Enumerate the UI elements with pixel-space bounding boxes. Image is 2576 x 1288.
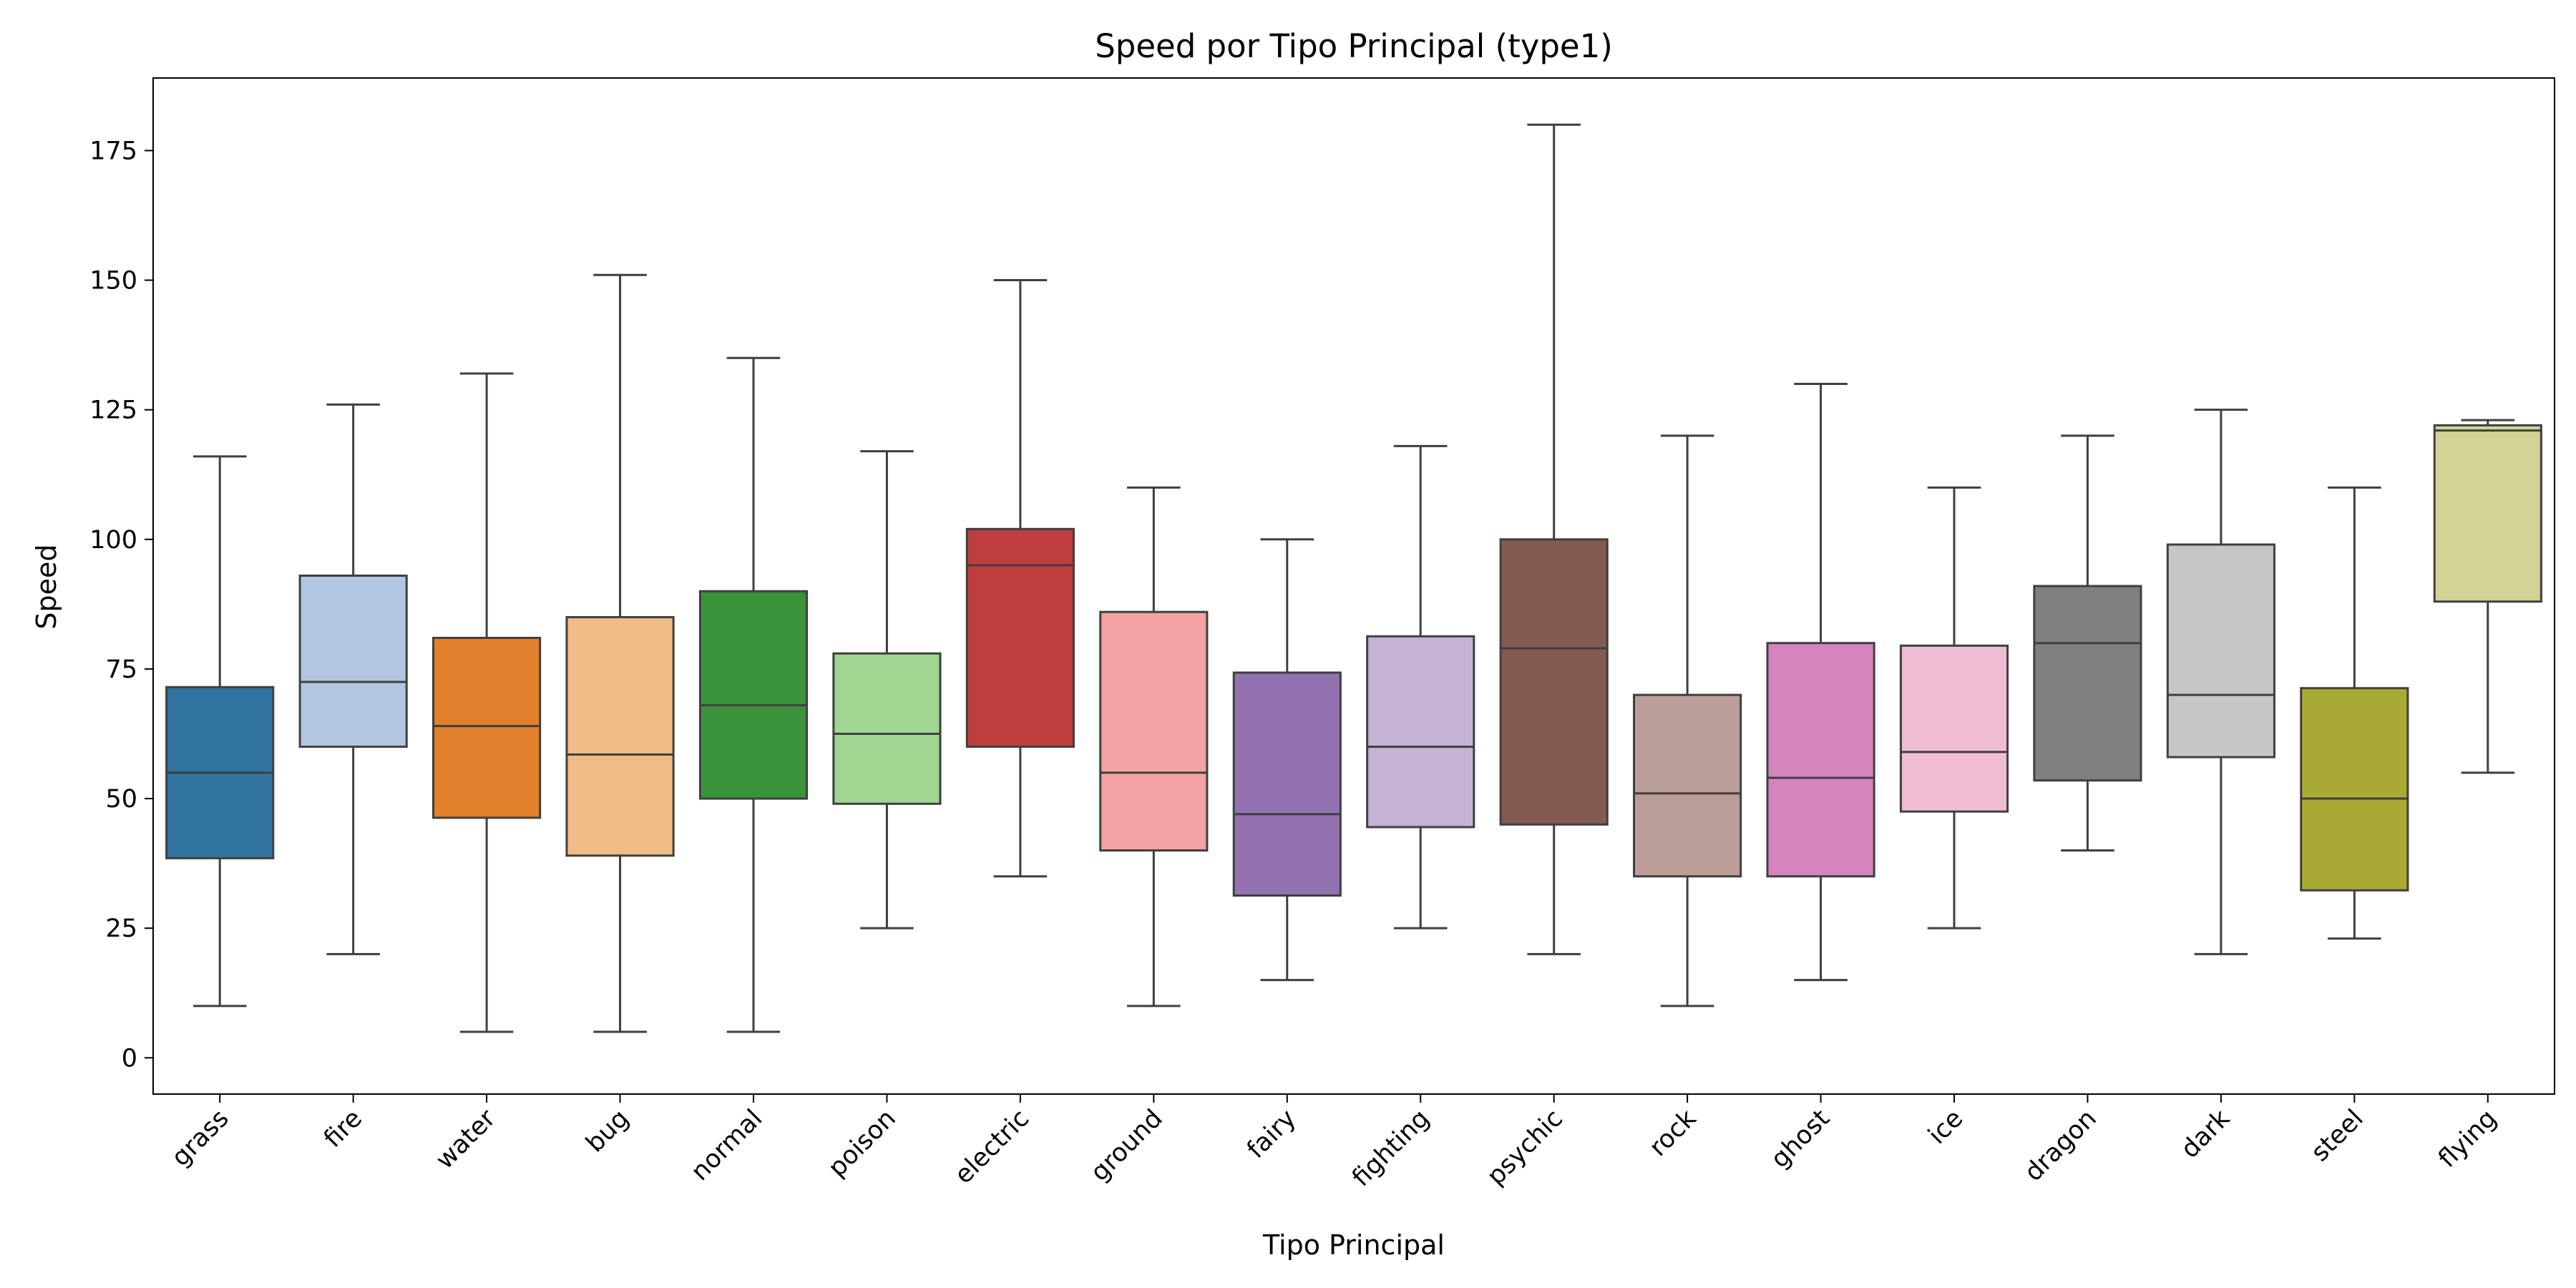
box-bug [565, 273, 675, 1033]
iqr-box-ground [1099, 610, 1209, 852]
box-dragon [2033, 434, 2142, 852]
iqr-box-ice [1899, 644, 2009, 813]
box-fire [298, 403, 408, 955]
box-ghost [1766, 382, 1875, 982]
box-water [432, 372, 542, 1033]
box-normal [698, 356, 809, 1033]
iqr-box-fire [298, 575, 408, 748]
box-fighting [1366, 444, 1475, 930]
box-ground [1099, 486, 1209, 1008]
iqr-box-fighting [1366, 635, 1475, 829]
iqr-box-flying [2433, 424, 2542, 603]
box-flying [2433, 419, 2542, 774]
iqr-box-steel [2300, 687, 2409, 892]
box-electric [965, 279, 1075, 878]
y-axis-label: Speed [31, 544, 62, 629]
iqr-box-dragon [2033, 585, 2142, 782]
iqr-box-poison [832, 652, 942, 805]
x-axis-label: Tipo Principal [1262, 1229, 1445, 1261]
plot-frame [152, 77, 2555, 1095]
y-tick-label-100: 100 [89, 526, 137, 555]
iqr-box-electric [965, 527, 1075, 748]
iqr-box-psychic [1499, 538, 1609, 826]
y-tick-label-75: 75 [105, 655, 137, 684]
box-poison [832, 450, 942, 930]
iqr-box-dark [2166, 543, 2275, 758]
chart-title: Speed por Tipo Principal (type1) [1095, 27, 1613, 65]
box-grass [165, 455, 275, 1008]
box-rock [1633, 434, 1742, 1008]
plot-area [165, 123, 2542, 1033]
y-tick-label-150: 150 [89, 267, 137, 296]
box-dark [2166, 409, 2275, 955]
iqr-box-normal [698, 590, 809, 800]
iqr-box-rock [1633, 693, 1742, 878]
iqr-box-bug [565, 615, 675, 857]
y-tick-label-125: 125 [89, 396, 137, 425]
y-tick-label-175: 175 [89, 137, 137, 165]
box-fairy [1232, 538, 1342, 982]
y-tick-label-0: 0 [122, 1044, 137, 1073]
y-tick-label-50: 50 [105, 785, 137, 814]
box-psychic [1499, 123, 1609, 955]
iqr-box-water [432, 636, 542, 819]
box-ice [1899, 486, 2009, 930]
y-tick-label-25: 25 [105, 914, 137, 943]
iqr-box-ghost [1766, 642, 1875, 878]
box-steel [2300, 486, 2409, 940]
iqr-box-fairy [1232, 671, 1342, 897]
y-axis: 0 25 50 75 100 125 150 175 [89, 137, 153, 1073]
